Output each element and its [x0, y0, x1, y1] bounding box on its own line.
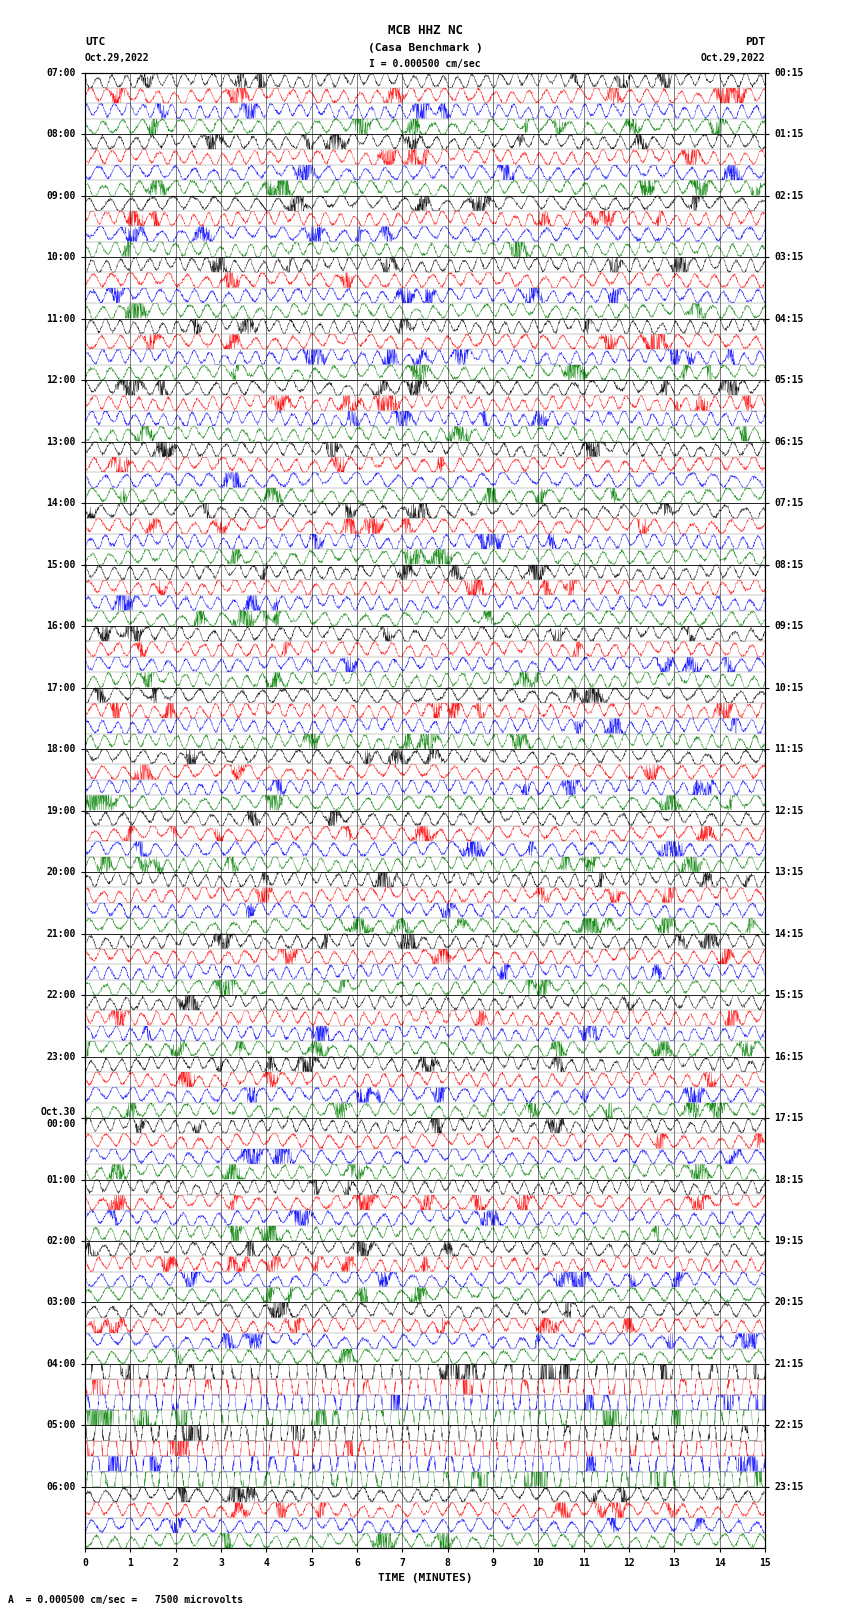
- Text: Oct.29,2022: Oct.29,2022: [700, 53, 765, 63]
- X-axis label: TIME (MINUTES): TIME (MINUTES): [377, 1573, 473, 1582]
- Text: (Casa Benchmark ): (Casa Benchmark ): [367, 44, 483, 53]
- Text: A  = 0.000500 cm/sec =   7500 microvolts: A = 0.000500 cm/sec = 7500 microvolts: [8, 1595, 243, 1605]
- Text: UTC: UTC: [85, 37, 105, 47]
- Text: MCB HHZ NC: MCB HHZ NC: [388, 24, 462, 37]
- Text: PDT: PDT: [745, 37, 765, 47]
- Text: I = 0.000500 cm/sec: I = 0.000500 cm/sec: [369, 60, 481, 69]
- Text: Oct.29,2022: Oct.29,2022: [85, 53, 150, 63]
